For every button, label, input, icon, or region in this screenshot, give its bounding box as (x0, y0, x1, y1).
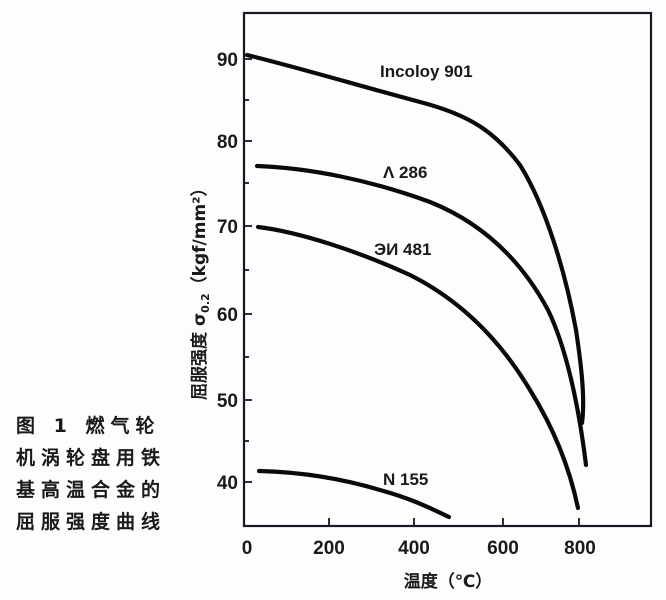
y-tick-40: 40 (217, 473, 238, 494)
series-a286 (254, 163, 589, 468)
label-incoloy-901: Incoloy 901 (380, 62, 473, 81)
series-ei481 (255, 224, 581, 511)
y-tick-50: 50 (217, 391, 238, 412)
x-tick-0: 0 (242, 538, 253, 559)
series-n155 (256, 468, 452, 520)
y-axis-title-sub: 0.2 (199, 293, 212, 313)
caption-line-1: 图 1 燃气轮 (16, 415, 161, 437)
x-tick-200: 200 (313, 538, 345, 559)
label-a286: Λ 286 (383, 163, 427, 182)
x-tick-400: 400 (398, 538, 430, 559)
y-tick-60: 60 (217, 305, 238, 326)
label-ei481: ЭИ 481 (374, 240, 431, 259)
figure-caption: 图 1 燃气轮 机涡轮盘用铁 基高温合金的 屈服强度曲线 (16, 410, 186, 538)
x-tick-600: 600 (487, 538, 519, 559)
y-axis-title-unit: （kgf/mm²） (189, 179, 210, 293)
series-incoloy-901 (244, 52, 586, 426)
caption-line-4: 屈服强度曲线 (16, 511, 167, 533)
x-ticks (328, 518, 580, 526)
caption-line-2: 机涡轮盘用铁 (16, 447, 167, 469)
y-tick-70: 70 (217, 217, 238, 238)
y-axis-title: 屈服强度 σ0.2（kgf/mm²） (189, 179, 212, 400)
label-n155: N 155 (383, 470, 428, 489)
caption-line-3: 基高温合金的 (16, 479, 167, 501)
x-tick-800: 800 (564, 538, 596, 559)
y-ticks (244, 58, 252, 483)
y-tick-80: 80 (217, 132, 238, 153)
plot-frame (242, 11, 653, 528)
y-axis-title-main: 屈服强度 σ (189, 313, 210, 400)
y-tick-90: 90 (217, 50, 238, 71)
x-axis-title: 温度（℃） (404, 571, 493, 592)
